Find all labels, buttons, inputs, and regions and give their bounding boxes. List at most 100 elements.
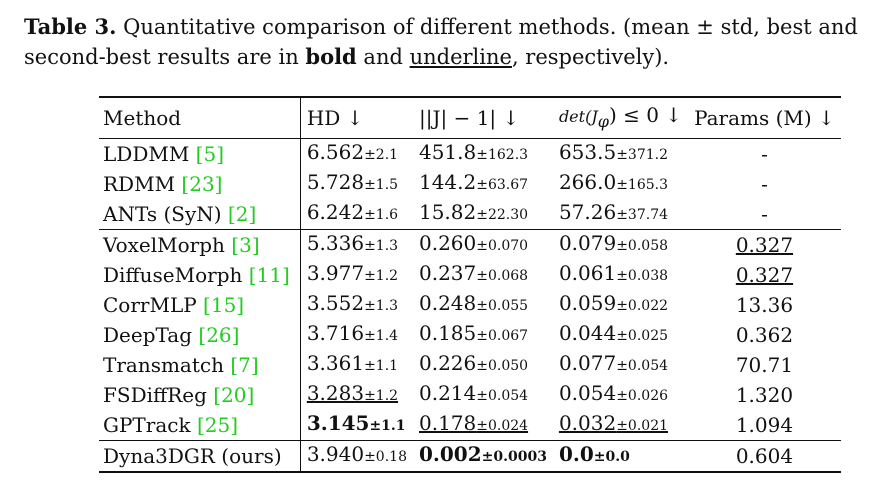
hd-std: ±1.3 bbox=[364, 238, 399, 254]
cell-method: Transmatch [7] bbox=[99, 350, 301, 380]
method-name: LDDMM bbox=[103, 141, 190, 166]
det-std: ±0.021 bbox=[616, 418, 669, 434]
method-name: DeepTag bbox=[103, 322, 193, 347]
jac-std: ±22.30 bbox=[476, 207, 529, 223]
hd-value-group: 3.283±1.2 bbox=[307, 381, 398, 405]
header-det-tail: ) ≤ 0 ↓ bbox=[608, 102, 683, 127]
jac-std: ±0.067 bbox=[476, 328, 529, 344]
cell-hd: 3.361±1.1 bbox=[300, 350, 413, 380]
cell-hd: 5.336±1.3 bbox=[300, 229, 413, 260]
hd-mean: 3.716 bbox=[306, 321, 365, 345]
method-name: RDMM bbox=[103, 171, 176, 196]
hd-mean: 6.242 bbox=[306, 200, 365, 224]
cell-method: LDDMM [5] bbox=[99, 138, 301, 169]
citation-link[interactable]: [3] bbox=[231, 232, 260, 257]
jac-value-group: 0.226±0.050 bbox=[419, 351, 528, 375]
caption-text-2: and bbox=[356, 45, 410, 69]
det-std: ±0.026 bbox=[616, 388, 669, 404]
cell-method: FSDiffReg [20] bbox=[99, 380, 301, 410]
cell-jac: 0.002±0.0003 bbox=[412, 440, 553, 473]
hd-mean: 3.283 bbox=[306, 381, 365, 405]
cell-hd: 6.562±2.1 bbox=[300, 138, 413, 169]
method-name: VoxelMorph bbox=[103, 232, 225, 257]
hd-value-group: 3.552±1.3 bbox=[307, 291, 398, 315]
det-value-group: 0.077±0.054 bbox=[559, 351, 668, 375]
params-value: - bbox=[761, 141, 768, 166]
cell-params: 0.327 bbox=[688, 229, 841, 260]
jac-std: ±63.67 bbox=[476, 177, 529, 193]
det-mean: 653.5 bbox=[558, 140, 617, 164]
jac-mean: 0.226 bbox=[418, 351, 477, 375]
det-value-group: 0.044±0.025 bbox=[559, 321, 668, 345]
det-mean: 266.0 bbox=[558, 170, 617, 194]
det-value-group: 0.079±0.058 bbox=[559, 231, 668, 255]
params-value: 0.362 bbox=[735, 322, 794, 347]
hd-value-group: 5.728±1.5 bbox=[307, 170, 398, 194]
cell-hd: 3.977±1.2 bbox=[300, 260, 413, 290]
citation-link[interactable]: [2] bbox=[227, 201, 257, 226]
method-name: Dyna3DGR (ours) bbox=[103, 443, 282, 468]
hd-mean: 5.728 bbox=[306, 170, 365, 194]
cell-params: 1.320 bbox=[688, 380, 841, 410]
hd-std: ±1.4 bbox=[364, 328, 399, 344]
cell-method: GPTrack [25] bbox=[99, 410, 301, 441]
table-row: RDMM [23] 5.728±1.5 144.2±63.67 266.0±165.3… bbox=[99, 169, 841, 199]
hd-mean: 3.361 bbox=[306, 351, 365, 375]
cell-det: 653.5±371.2 bbox=[552, 138, 689, 169]
jac-std: ±0.070 bbox=[476, 238, 529, 254]
cell-method: DiffuseMorph [11] bbox=[99, 260, 301, 290]
cell-det: 0.054±0.026 bbox=[553, 380, 688, 410]
cell-params: 70.71 bbox=[688, 350, 841, 380]
jac-value-group: 0.214±0.054 bbox=[419, 381, 528, 405]
jac-value-group: 0.002±0.0003 bbox=[419, 442, 547, 466]
citation-link[interactable]: [7] bbox=[230, 352, 259, 377]
cell-hd: 6.242±1.6 bbox=[300, 199, 413, 230]
citation-link[interactable]: [23] bbox=[181, 171, 223, 196]
citation-link[interactable]: [15] bbox=[203, 292, 245, 317]
cell-method: RDMM [23] bbox=[99, 169, 301, 199]
hd-value-group: 3.940±0.18 bbox=[307, 442, 407, 466]
cell-hd: 5.728±1.5 bbox=[300, 169, 413, 199]
citation-link[interactable]: [5] bbox=[195, 141, 225, 166]
det-std: ±0.038 bbox=[616, 268, 669, 284]
cell-params: 0.604 bbox=[688, 440, 841, 473]
cell-jac: 144.2±63.67 bbox=[413, 169, 553, 199]
jac-mean: 15.82 bbox=[418, 200, 477, 224]
jac-value-group: 0.248±0.055 bbox=[419, 291, 528, 315]
table-body: LDDMM [5] 6.562±2.1 451.8±162.3 653.5±371.2… bbox=[99, 138, 841, 473]
table-row: DeepTag [26] 3.716±1.4 0.185±0.067 0.044±0.… bbox=[99, 320, 841, 350]
cell-method: CorrMLP [15] bbox=[99, 290, 301, 320]
cell-det: 0.044±0.025 bbox=[553, 320, 688, 350]
det-value-group: 653.5±371.2 bbox=[559, 140, 668, 164]
table-row: FSDiffReg [20] 3.283±1.2 0.214±0.054 0.054±… bbox=[99, 380, 841, 410]
jac-mean: 0.214 bbox=[418, 381, 477, 405]
citation-link[interactable]: [20] bbox=[213, 382, 255, 407]
cell-jac: 0.260±0.070 bbox=[412, 229, 553, 260]
jac-std: ±0.0003 bbox=[481, 449, 547, 465]
hd-std: ±0.18 bbox=[364, 449, 407, 465]
jac-mean: 0.237 bbox=[418, 261, 477, 285]
jac-std: ±0.068 bbox=[476, 268, 529, 284]
jac-std: ±0.054 bbox=[476, 388, 529, 404]
det-std: ±0.058 bbox=[616, 238, 669, 254]
citation-link[interactable]: [26] bbox=[198, 322, 240, 347]
params-value: - bbox=[761, 201, 768, 226]
det-mean: 0.054 bbox=[558, 381, 617, 405]
cell-jac: 0.185±0.067 bbox=[413, 320, 553, 350]
method-name: FSDiffReg bbox=[103, 382, 207, 407]
cell-params: - bbox=[688, 138, 841, 169]
cell-jac: 0.214±0.054 bbox=[413, 380, 553, 410]
citation-link[interactable]: [25] bbox=[196, 412, 238, 437]
hd-std: ±1.6 bbox=[364, 207, 399, 223]
citation-link[interactable]: [11] bbox=[248, 262, 290, 287]
det-value-group: 57.26±37.74 bbox=[559, 200, 668, 224]
jac-mean: 451.8 bbox=[418, 140, 477, 164]
header-det-main: det(J bbox=[558, 106, 598, 126]
table-row: CorrMLP [15] 3.552±1.3 0.248±0.055 0.059±0.… bbox=[99, 290, 841, 320]
caption-label: Table 3. bbox=[24, 14, 117, 39]
table-caption: Table 3. Quantitative comparison of diff… bbox=[24, 12, 874, 72]
cell-jac: 451.8±162.3 bbox=[412, 138, 553, 169]
cell-method: Dyna3DGR (ours) bbox=[99, 440, 301, 473]
jac-value-group: 0.185±0.067 bbox=[419, 321, 528, 345]
hd-std: ±1.3 bbox=[364, 298, 399, 314]
